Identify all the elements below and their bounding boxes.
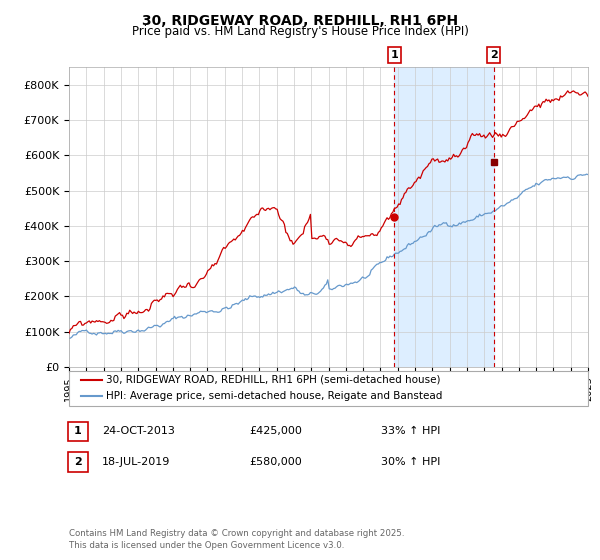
- Text: 1: 1: [74, 426, 82, 436]
- Text: 18-JUL-2019: 18-JUL-2019: [102, 457, 170, 467]
- Text: £425,000: £425,000: [249, 426, 302, 436]
- Bar: [394, 67, 494, 367]
- Text: 24-OCT-2013: 24-OCT-2013: [102, 426, 175, 436]
- Text: 2: 2: [490, 50, 497, 60]
- Text: HPI: Average price, semi-detached house, Reigate and Banstead: HPI: Average price, semi-detached house,…: [106, 391, 443, 402]
- Text: 2: 2: [74, 457, 82, 467]
- Text: 1: 1: [391, 50, 398, 60]
- Text: Price paid vs. HM Land Registry's House Price Index (HPI): Price paid vs. HM Land Registry's House …: [131, 25, 469, 38]
- Text: 30, RIDGEWAY ROAD, REDHILL, RH1 6PH (semi-detached house): 30, RIDGEWAY ROAD, REDHILL, RH1 6PH (sem…: [106, 375, 440, 385]
- Text: 30, RIDGEWAY ROAD, REDHILL, RH1 6PH: 30, RIDGEWAY ROAD, REDHILL, RH1 6PH: [142, 14, 458, 28]
- Text: 33% ↑ HPI: 33% ↑ HPI: [381, 426, 440, 436]
- Text: £580,000: £580,000: [249, 457, 302, 467]
- Text: 30% ↑ HPI: 30% ↑ HPI: [381, 457, 440, 467]
- Text: Contains HM Land Registry data © Crown copyright and database right 2025.
This d: Contains HM Land Registry data © Crown c…: [69, 529, 404, 550]
